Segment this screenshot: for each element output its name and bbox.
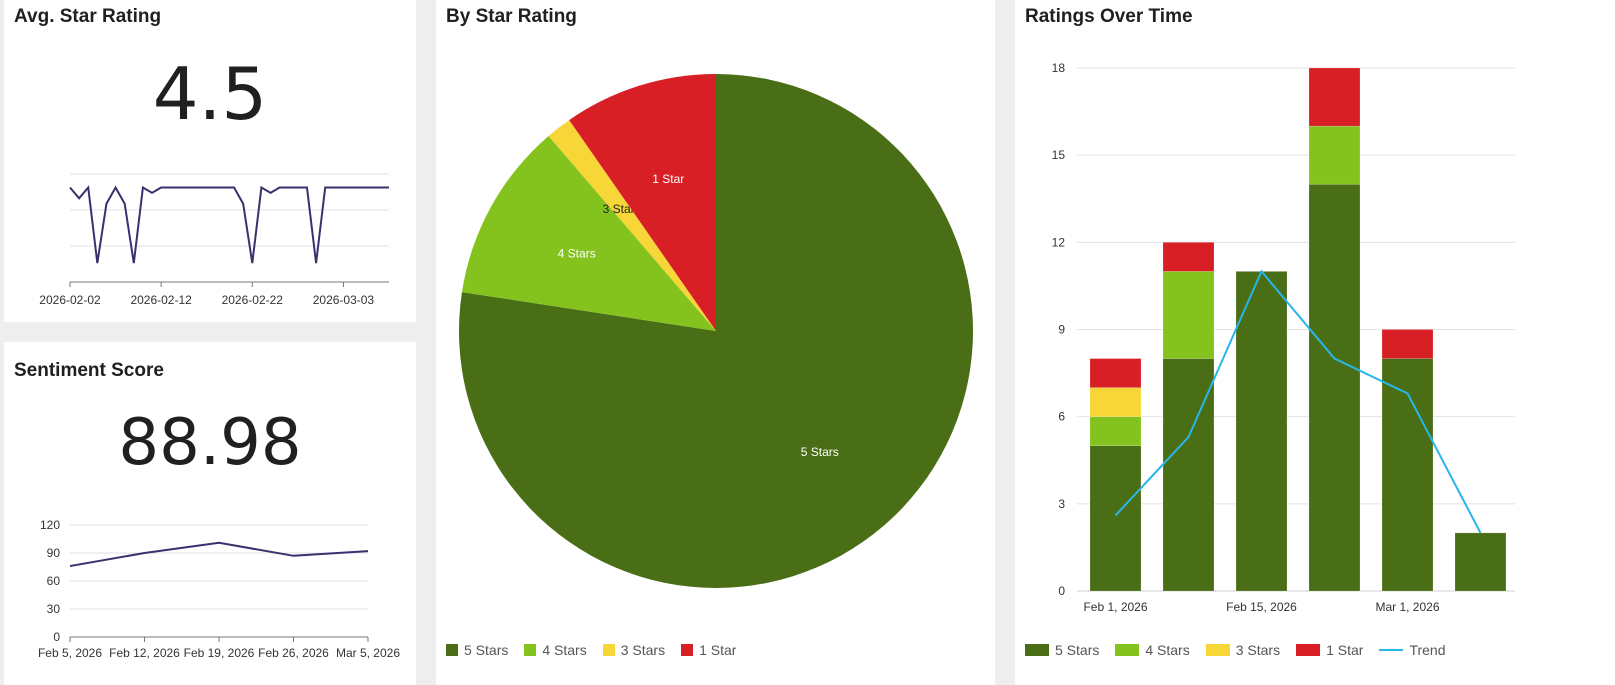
legend-item[interactable]: 4 Stars	[1115, 642, 1190, 658]
bar-x-tick-label: Feb 15, 2026	[1226, 600, 1297, 614]
avg-rating-line	[69, 185, 389, 264]
legend-swatch	[1296, 644, 1321, 656]
bar-y-tick-label: 3	[1058, 497, 1065, 511]
bar-y-tick-label: 9	[1058, 323, 1065, 337]
bar-y-tick-label: 18	[1052, 61, 1066, 75]
pie-slice-4-stars	[461, 135, 716, 331]
bar-segment-5-stars	[1235, 271, 1288, 592]
legend-label: 4 Stars	[1145, 642, 1190, 658]
trend-line	[1114, 269, 1482, 534]
sparkline-x-tick-label: Feb 19, 2026	[184, 646, 255, 660]
pie-slice-5-stars	[459, 74, 973, 588]
sparkline-y-tick-label: 0	[53, 630, 60, 644]
avg-star-rating-sparkline: 2026-02-02 2026-02-12 2026-02-22 2026-03-03	[39, 173, 389, 307]
sentiment-score-sparkline: 0 30 60 90 120 Feb 5, 2026 Feb 12, 2026 Feb 19,…	[38, 518, 400, 660]
legend-label: 3 Stars	[620, 642, 666, 658]
legend-item[interactable]: 1 Star	[681, 642, 736, 658]
pie-slice-label: 5 Stars	[801, 445, 839, 459]
sparkline-x-tick-label: Feb 26, 2026	[258, 646, 329, 660]
legend-label: Trend	[1409, 642, 1446, 658]
sparkline-x-tick-label: Mar 5, 2026	[336, 646, 400, 660]
sparkline-x-tick-label: Feb 5, 2026	[38, 646, 102, 660]
pie-slice-3-stars	[548, 120, 716, 331]
bar-segment-1-star	[1162, 242, 1215, 272]
avg-star-rating-title: Avg. Star Rating	[14, 6, 162, 27]
bar-x-tick-label: Feb 1, 2026	[1083, 600, 1147, 614]
bar-x-tick-label: Mar 1, 2026	[1375, 600, 1439, 614]
sparkline-x-tick-label: 2026-02-02	[39, 293, 101, 307]
sentiment-score-card: Sentiment Score 88.98 0 30 60 90 120 Feb 5, 2…	[4, 342, 416, 685]
bar-segment-1-star	[1089, 358, 1142, 388]
bars-legend: 5 Stars 4 Stars 3 Stars 1 Star Trend	[1025, 642, 1446, 658]
bar-y-tick-label: 15	[1052, 148, 1066, 162]
avg-star-rating-value: 4.5	[152, 52, 268, 136]
ratings-over-time-chart: 0 3 6 9 12 15 18 Feb 1, 2026 Feb 15, 2026 Mar 1, …	[1052, 61, 1515, 614]
legend-label: 5 Stars	[1055, 642, 1100, 658]
bar-segment-5-stars	[1089, 445, 1142, 592]
bar-segment-5-stars	[1381, 358, 1434, 592]
bar-segment-5-stars	[1454, 532, 1507, 592]
ratings-over-time-card: Ratings Over Time 0 3 6 9 12 15 18 Feb 1, 2026 F…	[1015, 0, 1615, 685]
pie-slice-label: 4 Stars	[558, 247, 596, 261]
legend-swatch	[602, 644, 615, 656]
legend-item[interactable]: 5 Stars	[446, 642, 508, 658]
bar-segment-1-star	[1308, 67, 1361, 127]
pie-slice-1-star	[569, 74, 716, 331]
legend-label: 1 Star	[1326, 642, 1364, 658]
legend-swatch	[681, 644, 694, 656]
legend-label: 1 Star	[699, 642, 737, 658]
avg-star-rating-card: Avg. Star Rating 4.5 2026-02-02 2026-02-1…	[4, 0, 416, 322]
bar-segment-3-stars	[1089, 387, 1142, 417]
legend-item-trend[interactable]: Trend	[1379, 642, 1446, 658]
legend-swatch	[524, 644, 537, 656]
bar-segment-4-stars	[1308, 125, 1361, 185]
legend-item[interactable]: 5 Stars	[1025, 642, 1099, 658]
sparkline-y-tick-label: 90	[47, 546, 61, 560]
legend-item[interactable]: 4 Stars	[524, 642, 587, 658]
sparkline-x-tick-label: 2026-03-03	[313, 293, 375, 307]
pie-legend: 5 Stars 4 Stars 3 Stars 1 Star	[446, 642, 736, 658]
bar-y-tick-label: 6	[1058, 410, 1065, 424]
legend-swatch	[446, 644, 458, 656]
legend-item[interactable]: 3 Stars	[602, 642, 666, 658]
bar-segment-4-stars	[1089, 416, 1142, 446]
bar-y-tick-label: 12	[1052, 235, 1066, 249]
sparkline-x-tick-label: 2026-02-12	[130, 293, 192, 307]
legend-swatch	[1115, 644, 1140, 656]
legend-line	[1379, 649, 1404, 651]
legend-item[interactable]: 3 Stars	[1205, 642, 1281, 658]
legend-label: 4 Stars	[542, 642, 587, 658]
pie-slice-label: 1 Star	[652, 172, 684, 186]
by-star-rating-title: By Star Rating	[446, 6, 577, 27]
bar-segment-5-stars	[1162, 358, 1215, 592]
bar-segment-5-stars	[1308, 183, 1361, 592]
legend-swatch	[1025, 644, 1049, 656]
legend-item[interactable]: 1 Star	[1296, 642, 1363, 658]
ratings-over-time-title: Ratings Over Time	[1025, 6, 1193, 27]
sparkline-y-tick-label: 120	[40, 518, 60, 532]
legend-label: 5 Stars	[464, 642, 509, 658]
sparkline-y-tick-label: 30	[47, 602, 61, 616]
bar-segment-4-stars	[1162, 271, 1215, 359]
sparkline-x-tick-label: Feb 12, 2026	[109, 646, 180, 660]
sentiment-score-value: 88.98	[118, 406, 302, 480]
sparkline-y-tick-label: 60	[47, 574, 61, 588]
sentiment-score-title: Sentiment Score	[14, 360, 164, 381]
by-star-rating-card: By Star Rating 5 Stars 4 Stars 3 Stars 1 St…	[436, 0, 995, 685]
legend-swatch	[1205, 644, 1230, 656]
sparkline-x-tick-label: 2026-02-22	[222, 293, 284, 307]
bar-segment-1-star	[1381, 329, 1434, 359]
legend-label: 3 Stars	[1235, 642, 1281, 658]
sentiment-line	[69, 541, 369, 568]
bar-y-tick-label: 0	[1058, 584, 1065, 598]
